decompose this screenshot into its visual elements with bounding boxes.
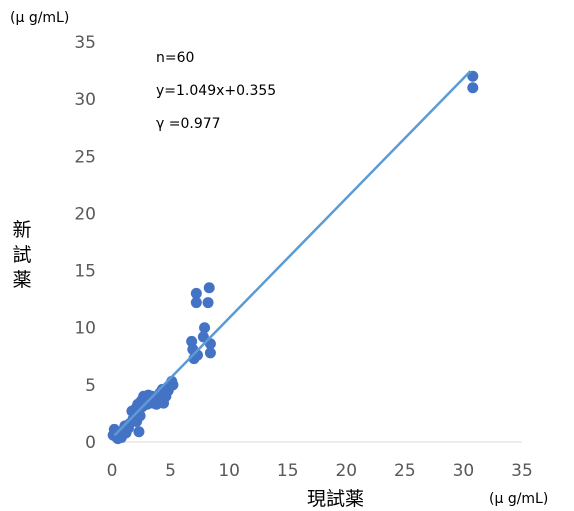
- y-tick-label: 0: [85, 433, 96, 453]
- data-point: [204, 347, 216, 359]
- y-tick-label: 10: [74, 319, 96, 339]
- regression-annotations: n=60 y=1.049x+0.355 γ =0.977: [156, 50, 276, 132]
- y-axis-title: 新試薬: [12, 219, 31, 291]
- data-point: [190, 297, 202, 309]
- y-tick-labels: 0 5 10 15 20 25 30 35: [74, 33, 96, 453]
- x-tick-label: 30: [453, 461, 475, 481]
- data-point: [199, 322, 211, 334]
- x-tick-label: 10: [218, 461, 240, 481]
- x-tick-label: 5: [165, 461, 176, 481]
- data-point: [190, 287, 202, 299]
- y-tick-label: 25: [74, 147, 96, 167]
- x-tick-labels: 0 5 10 15 20 25 30 35: [107, 461, 533, 481]
- y-tick-label: 30: [74, 90, 96, 110]
- data-point: [202, 297, 214, 309]
- data-point: [467, 70, 479, 82]
- y-tick-label: 35: [74, 33, 96, 53]
- data-points: [107, 70, 479, 445]
- y-axis-title-char: 新: [12, 219, 31, 241]
- x-tick-label: 25: [394, 461, 416, 481]
- regression-annotation: y=1.049x+0.355: [156, 83, 276, 99]
- y-tick-label: 15: [74, 262, 96, 282]
- y-tick-label: 5: [85, 376, 96, 396]
- x-tick-label: 15: [277, 461, 299, 481]
- regression-annotation: γ =0.977: [156, 116, 221, 132]
- x-tick-label: 0: [107, 461, 118, 481]
- x-tick-label: 35: [511, 461, 533, 481]
- x-axis-unit-label: (μ g/mL): [489, 491, 548, 507]
- y-tick-label: 20: [74, 204, 96, 224]
- y-axis-title-char: 薬: [12, 269, 31, 291]
- data-point: [167, 379, 179, 391]
- regression-annotation: n=60: [156, 50, 194, 66]
- trendline: [113, 70, 472, 437]
- data-point: [197, 331, 209, 343]
- x-axis-title: 現試薬: [307, 488, 364, 510]
- data-point: [203, 282, 215, 294]
- data-point: [133, 426, 145, 438]
- data-point: [467, 82, 479, 94]
- y-axis-unit-label: (μ g/mL): [10, 10, 69, 26]
- trendline-group: [113, 70, 472, 437]
- x-tick-label: 20: [335, 461, 357, 481]
- y-axis-title-char: 試: [12, 244, 31, 266]
